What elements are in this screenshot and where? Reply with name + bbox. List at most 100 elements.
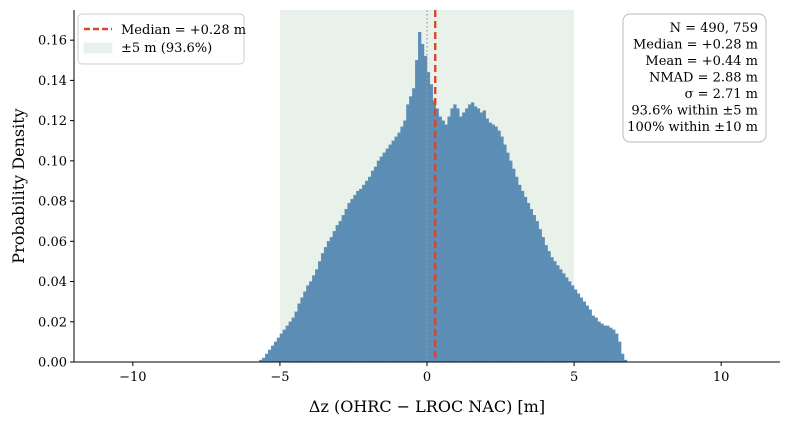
histogram-bar xyxy=(459,116,463,363)
x-tick-label: 0 xyxy=(423,370,431,385)
histogram-bar xyxy=(547,251,551,363)
histogram-bar xyxy=(415,60,419,363)
stats-line: Median = +0.28 m xyxy=(633,38,758,53)
histogram-bar xyxy=(373,166,378,363)
histogram-bar xyxy=(450,108,454,363)
x-tick-label: 5 xyxy=(570,370,578,385)
histogram-bar xyxy=(538,229,542,363)
histogram-bar xyxy=(553,261,557,363)
histogram-bar xyxy=(462,112,466,363)
histogram-bar xyxy=(444,124,448,363)
stats-box-frame xyxy=(622,13,767,143)
histogram-bar xyxy=(573,289,578,363)
histogram-bar xyxy=(394,136,398,363)
histogram-bar xyxy=(418,31,422,363)
y-tick-label: 0.12 xyxy=(38,114,67,129)
histogram-bar xyxy=(494,126,498,363)
histogram-bar xyxy=(267,349,272,363)
histogram-bar xyxy=(520,190,525,363)
histogram-bar xyxy=(279,333,284,363)
histogram-bar xyxy=(535,221,539,363)
y-tick-label: 0.02 xyxy=(38,315,67,330)
histogram-bar xyxy=(488,122,492,363)
histogram-bar xyxy=(468,104,472,363)
histogram-bar xyxy=(315,269,319,363)
y-tick-label: 0.08 xyxy=(38,195,67,210)
histogram-bar xyxy=(591,315,595,363)
histogram-bar xyxy=(400,126,404,363)
y-tick-label: 0.04 xyxy=(38,275,67,290)
histogram-bar xyxy=(556,265,560,363)
histogram-bar xyxy=(294,311,298,363)
histogram-bar xyxy=(512,168,516,363)
histogram-bar xyxy=(318,261,322,363)
histogram-bar xyxy=(370,170,375,363)
y-tick-label: 0.14 xyxy=(38,74,67,89)
histogram-bar xyxy=(297,303,301,363)
histogram-bar xyxy=(441,120,445,363)
histogram-bar xyxy=(385,148,389,363)
histogram-bar xyxy=(529,208,534,363)
histogram-bar xyxy=(570,285,575,363)
histogram-bar xyxy=(379,156,384,363)
y-tick-label: 0.10 xyxy=(38,154,67,169)
histogram-bar xyxy=(609,327,613,363)
histogram-bar xyxy=(412,88,416,363)
histogram-bar xyxy=(485,118,489,363)
legend-box xyxy=(77,13,245,65)
x-tick-label: −5 xyxy=(270,370,289,385)
histogram-bar xyxy=(376,160,381,363)
histogram-bar xyxy=(347,202,351,363)
histogram-bar xyxy=(491,124,495,363)
histogram-bar xyxy=(356,190,360,363)
histogram-bar xyxy=(565,277,569,363)
histogram-bar xyxy=(606,325,610,363)
histogram-bar xyxy=(453,104,457,363)
histogram-bar xyxy=(447,116,451,363)
histogram-bar xyxy=(270,345,275,363)
histogram-bar xyxy=(506,152,510,363)
histogram-bar xyxy=(479,112,484,363)
histogram-bar xyxy=(382,152,386,363)
x-tick-label: −10 xyxy=(119,370,146,385)
histogram-bar xyxy=(312,275,316,363)
histogram-bar xyxy=(470,102,475,363)
histogram-bar xyxy=(438,116,442,363)
histogram-bar xyxy=(456,108,460,363)
histogram-bar xyxy=(582,301,586,363)
histogram-bar xyxy=(291,317,295,363)
stats-line: 100% within ±10 m xyxy=(627,120,758,135)
stats-line: Mean = +0.44 m xyxy=(645,54,758,69)
histogram-bar xyxy=(544,245,548,363)
histogram-bar xyxy=(597,321,601,363)
histogram-bar xyxy=(306,285,310,363)
legend-region-label: ±5 m (93.6%) xyxy=(121,41,212,56)
histogram-bar xyxy=(482,110,486,363)
legend-median-label: Median = +0.28 m xyxy=(121,23,246,38)
histogram-bar xyxy=(476,108,481,363)
histogram-bar xyxy=(365,180,369,363)
histogram-bar xyxy=(562,273,566,363)
histogram-bar xyxy=(541,237,545,363)
histogram-bar xyxy=(612,329,616,363)
histogram-bar xyxy=(309,281,313,363)
histogram-bar xyxy=(559,269,563,363)
histogram-bar xyxy=(509,160,513,363)
histogram-bar xyxy=(397,132,401,363)
histogram-bar xyxy=(500,136,504,363)
histogram-bar xyxy=(465,108,469,363)
histogram-bar xyxy=(300,297,304,363)
histogram-bar xyxy=(579,297,584,363)
histogram-bar xyxy=(273,341,278,363)
histogram-bar xyxy=(320,253,325,363)
legend-region-swatch xyxy=(83,42,113,54)
histogram-bar xyxy=(276,337,281,363)
histogram-bar xyxy=(588,309,592,363)
y-tick-label: 0.06 xyxy=(38,235,67,250)
histogram-bar xyxy=(497,130,501,363)
histogram-bar xyxy=(420,44,425,363)
histogram-bar xyxy=(303,291,307,363)
histogram-bar xyxy=(600,323,604,363)
histogram-bar xyxy=(335,225,339,363)
